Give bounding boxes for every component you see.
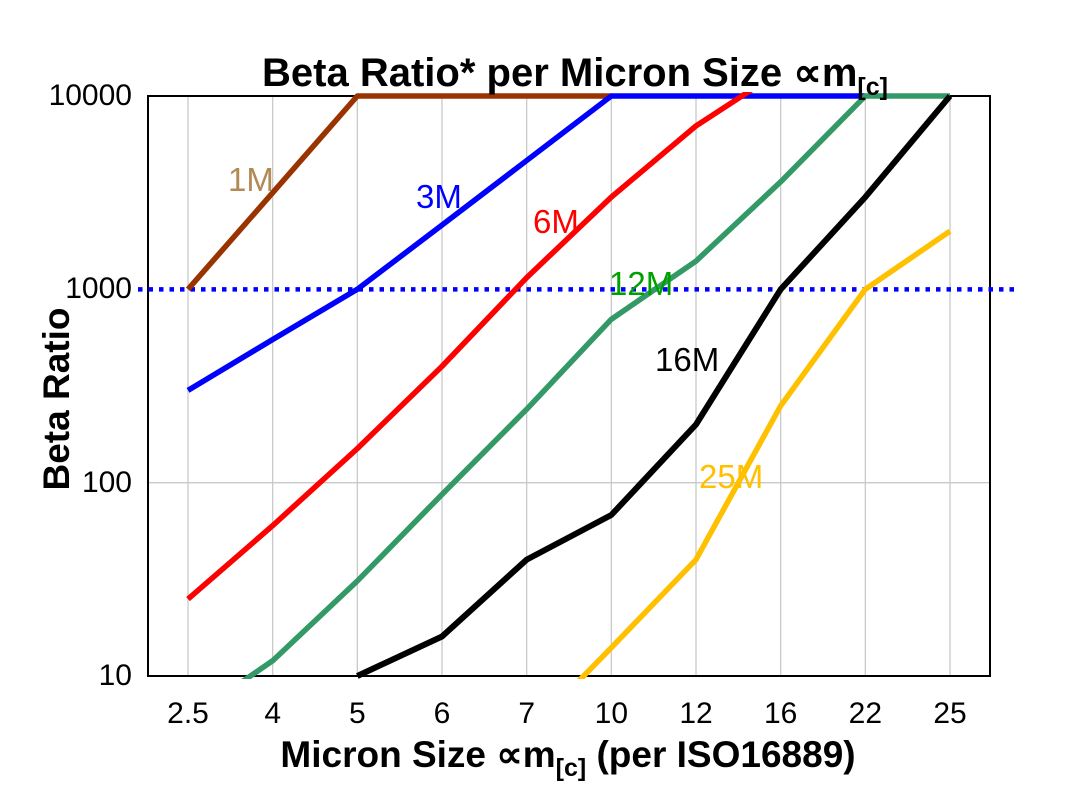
x-tick-label-25: 25 — [933, 697, 967, 730]
series-line-1M — [185, 93, 612, 292]
series-label-6M: 6M — [533, 203, 579, 240]
x-axis-title-subscript: [c] — [555, 754, 587, 782]
plot-border — [147, 95, 991, 677]
series-label-12M: 12M — [609, 265, 674, 302]
x-tick-label-16: 16 — [763, 697, 798, 730]
chart-title: Beta Ratio* per Micron Size ∝m[c] — [262, 50, 888, 101]
series-line-6M — [186, 92, 754, 602]
y-tick-label-1000: 1000 — [65, 272, 132, 306]
x-tick-label-12: 12 — [679, 697, 713, 730]
chart-title-mu-symbol: ∝m — [793, 51, 858, 95]
series-line-16M — [356, 94, 953, 679]
x-tick-label-4: 4 — [264, 697, 281, 730]
y-tick-label-100: 100 — [81, 465, 132, 499]
x-axis-title-tail: (per ISO16889) — [586, 734, 856, 775]
chart-title-subscript: [c] — [857, 73, 888, 101]
x-tick-label-22: 22 — [848, 697, 883, 730]
x-tick-label-10: 10 — [594, 697, 629, 730]
y-tick-label-10: 10 — [98, 659, 132, 692]
x-axis-title-main: Micron Size — [280, 734, 497, 775]
series-label-25M: 25M — [699, 458, 764, 495]
series-line-3M — [186, 93, 866, 393]
series-label-3M: 3M — [416, 178, 462, 215]
series-group — [185, 92, 953, 679]
x-tick-label-5: 5 — [348, 697, 366, 730]
chart-title-main: Beta Ratio* per Micron Size — [262, 51, 794, 95]
x-axis-title: Micron Size ∝m[c] (per ISO16889) — [280, 733, 856, 782]
series-line-25M — [576, 228, 952, 679]
x-tick-label-7: 7 — [518, 697, 535, 730]
series-line-12M — [241, 93, 950, 679]
x-tick-label-2.5: 2.5 — [167, 697, 209, 730]
series-label-1M: 1M — [228, 161, 274, 198]
series-label-16M: 16M — [655, 341, 720, 378]
x-axis-title-mu-symbol: ∝m — [496, 734, 556, 775]
x-tick-label-6: 6 — [433, 697, 451, 730]
y-tick-label-10000: 10000 — [48, 79, 132, 112]
